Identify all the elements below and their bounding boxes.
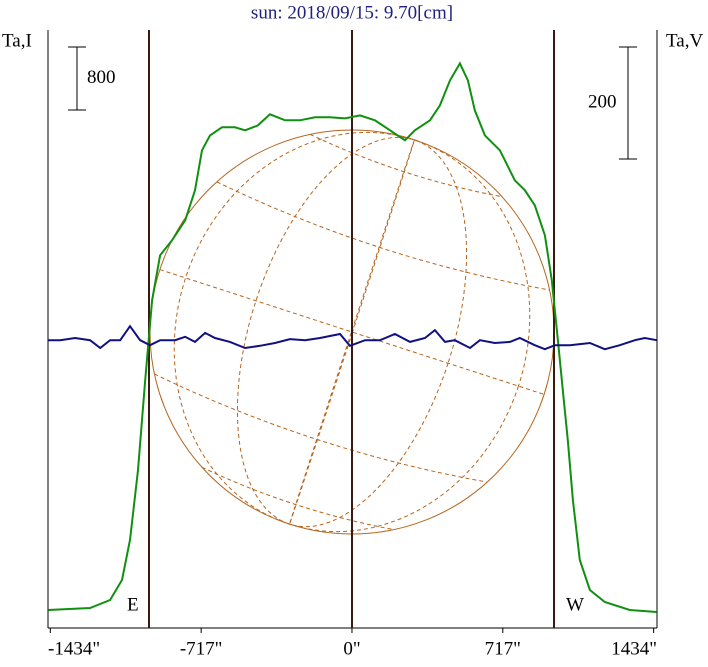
scale-bar-label: 800 bbox=[87, 67, 116, 88]
meridian bbox=[173, 131, 531, 533]
series-line bbox=[48, 61, 657, 613]
series-line bbox=[48, 324, 657, 351]
parallel bbox=[216, 181, 550, 291]
scale-bar-label: 200 bbox=[588, 91, 617, 112]
annotation: E bbox=[127, 594, 139, 615]
parallel bbox=[201, 466, 395, 531]
parallel bbox=[309, 133, 503, 198]
x-tick-label: 1434" bbox=[611, 638, 657, 659]
y2-axis-label: Ta,V bbox=[666, 30, 703, 51]
annotation: W bbox=[566, 594, 584, 615]
y-axis-label: Ta,I bbox=[2, 30, 32, 51]
parallel bbox=[159, 269, 545, 395]
x-tick-label: -717" bbox=[180, 638, 223, 659]
x-tick-label: -1434" bbox=[48, 638, 100, 659]
x-tick-label: 717" bbox=[485, 638, 521, 659]
x-tick-label: 0" bbox=[343, 638, 360, 659]
parallel bbox=[154, 373, 488, 483]
chart-title: sun: 2018/09/15: 9.70[cm] bbox=[251, 2, 453, 23]
